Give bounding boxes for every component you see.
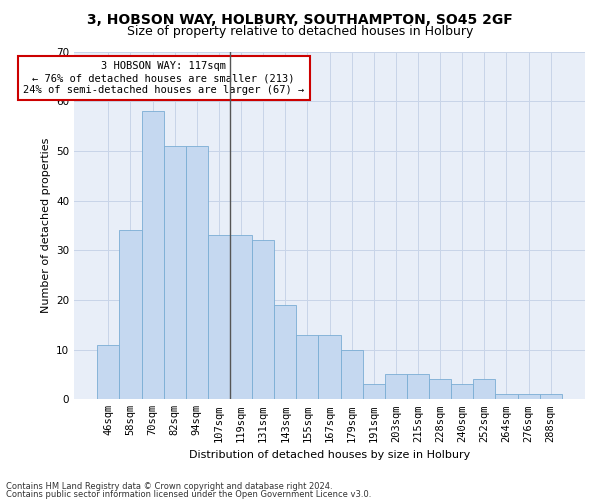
Bar: [407, 374, 429, 400]
Bar: [429, 380, 451, 400]
X-axis label: Distribution of detached houses by size in Holbury: Distribution of detached houses by size …: [189, 450, 470, 460]
Bar: [252, 240, 274, 400]
Bar: [341, 350, 363, 400]
Bar: [539, 394, 562, 400]
Y-axis label: Number of detached properties: Number of detached properties: [41, 138, 50, 313]
Bar: [385, 374, 407, 400]
Bar: [230, 236, 252, 400]
Bar: [496, 394, 518, 400]
Bar: [142, 111, 164, 400]
Text: 3, HOBSON WAY, HOLBURY, SOUTHAMPTON, SO45 2GF: 3, HOBSON WAY, HOLBURY, SOUTHAMPTON, SO4…: [87, 12, 513, 26]
Bar: [518, 394, 539, 400]
Bar: [473, 380, 496, 400]
Text: 3 HOBSON WAY: 117sqm
← 76% of detached houses are smaller (213)
24% of semi-deta: 3 HOBSON WAY: 117sqm ← 76% of detached h…: [23, 62, 304, 94]
Bar: [208, 236, 230, 400]
Text: Contains public sector information licensed under the Open Government Licence v3: Contains public sector information licen…: [6, 490, 371, 499]
Bar: [97, 344, 119, 400]
Bar: [319, 334, 341, 400]
Bar: [363, 384, 385, 400]
Bar: [451, 384, 473, 400]
Bar: [164, 146, 186, 400]
Bar: [119, 230, 142, 400]
Bar: [274, 305, 296, 400]
Bar: [296, 334, 319, 400]
Bar: [186, 146, 208, 400]
Text: Size of property relative to detached houses in Holbury: Size of property relative to detached ho…: [127, 25, 473, 38]
Text: Contains HM Land Registry data © Crown copyright and database right 2024.: Contains HM Land Registry data © Crown c…: [6, 482, 332, 491]
